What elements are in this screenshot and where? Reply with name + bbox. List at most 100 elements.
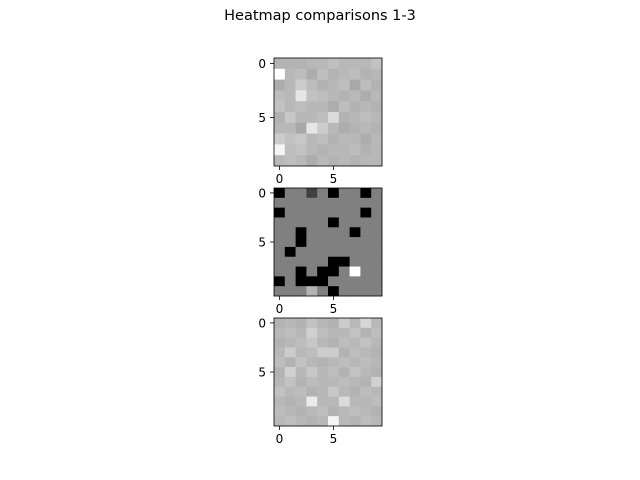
- heatmap-cell: [295, 286, 307, 297]
- heatmap-cell: [295, 155, 307, 167]
- heatmap-cell: [306, 207, 318, 218]
- heatmap-cell: [349, 386, 361, 397]
- heatmap-cell: [284, 217, 296, 228]
- heatmap-cell: [371, 112, 383, 124]
- heatmap-cell: [274, 276, 286, 287]
- heatmap-cell: [306, 337, 318, 348]
- heatmap-cell: [295, 256, 307, 267]
- heatmap-cell: [349, 327, 361, 338]
- heatmap-cell: [338, 101, 350, 113]
- heatmap-cell: [371, 90, 383, 102]
- heatmap-cell: [284, 376, 296, 388]
- heatmap-cell: [295, 188, 307, 199]
- y-tick-label: 0: [258, 57, 266, 71]
- heatmap-cell: [338, 197, 350, 208]
- heatmap-cell: [306, 276, 318, 287]
- heatmap-cell: [338, 327, 350, 338]
- heatmap-cell: [328, 144, 340, 156]
- heatmap-cell: [274, 197, 286, 208]
- heatmap-cell: [360, 101, 372, 113]
- heatmap-cell: [338, 396, 350, 407]
- heatmap-cell: [328, 227, 340, 238]
- heatmap-cell: [360, 376, 372, 388]
- heatmap-cell: [360, 58, 372, 70]
- heatmap-cell: [295, 318, 307, 329]
- y-tick-label: 5: [258, 111, 266, 125]
- heatmap-cell: [328, 318, 340, 329]
- y-tick-label: 5: [258, 236, 266, 250]
- heatmap-cell: [349, 286, 361, 297]
- heatmap-cell: [360, 347, 372, 358]
- heatmap-cell: [328, 327, 340, 338]
- heatmap-cell: [360, 256, 372, 267]
- heatmap-cell: [295, 144, 307, 156]
- heatmap-cell: [295, 276, 307, 287]
- heatmap-cell: [274, 357, 286, 368]
- heatmap-cell: [349, 237, 361, 248]
- heatmap-cell: [317, 227, 329, 238]
- heatmap-cell: [328, 347, 340, 358]
- heatmap-cell: [371, 144, 383, 156]
- heatmap-cell: [328, 197, 340, 208]
- heatmap-cell: [371, 396, 383, 407]
- heatmap-cell: [317, 367, 329, 378]
- heatmap-cell: [317, 217, 329, 228]
- heatmap-cell: [349, 347, 361, 358]
- heatmap-cell: [306, 367, 318, 378]
- heatmap-cell: [371, 79, 383, 91]
- heatmap-cell: [338, 155, 350, 167]
- heatmap-cell: [371, 376, 383, 388]
- heatmap-cell: [306, 347, 318, 358]
- heatmap-cell: [306, 406, 318, 417]
- heatmap-cell: [295, 406, 307, 417]
- heatmap-cell: [349, 276, 361, 287]
- heatmap-cell: [338, 133, 350, 145]
- heatmap-cell: [317, 256, 329, 267]
- heatmap-cell: [338, 337, 350, 348]
- heatmap-cell: [306, 327, 318, 338]
- heatmap-cell: [284, 197, 296, 208]
- heatmap-cell: [360, 237, 372, 248]
- heatmap-cell: [295, 246, 307, 258]
- heatmap-cell: [338, 386, 350, 397]
- heatmap-cell: [284, 337, 296, 348]
- heatmap-cell: [284, 386, 296, 397]
- heatmap-cell: [295, 237, 307, 248]
- heatmap-cell: [295, 112, 307, 124]
- x-tick-label: 5: [330, 432, 338, 446]
- heatmap-cell: [306, 58, 318, 70]
- heatmap-cell: [295, 217, 307, 228]
- heatmap-cell: [328, 237, 340, 248]
- heatmap-cell: [306, 101, 318, 113]
- heatmap-cell: [274, 347, 286, 358]
- heatmap-cell: [274, 217, 286, 228]
- heatmap-cell: [284, 122, 296, 134]
- heatmap-cell: [371, 122, 383, 134]
- heatmap-cell: [317, 58, 329, 70]
- heatmap-cell: [328, 266, 340, 277]
- heatmap-cell: [306, 237, 318, 248]
- heatmap-cell: [274, 68, 286, 80]
- heatmap-cell: [306, 357, 318, 368]
- heatmap-cell: [371, 227, 383, 238]
- heatmap-cell: [338, 68, 350, 80]
- heatmap-cell: [317, 406, 329, 417]
- heatmap-cell: [360, 68, 372, 80]
- heatmap-cell: [317, 155, 329, 167]
- heatmap-cell: [274, 396, 286, 407]
- heatmap-cell: [317, 101, 329, 113]
- heatmap-cell: [371, 133, 383, 145]
- heatmap-cell: [306, 79, 318, 91]
- heatmap-cell: [317, 79, 329, 91]
- axes-frame: [273, 57, 383, 167]
- heatmap-cell: [317, 246, 329, 258]
- heatmap-cell: [360, 396, 372, 407]
- heatmap-cell: [317, 68, 329, 80]
- heatmap-cell: [360, 406, 372, 417]
- heatmap-cell: [295, 327, 307, 338]
- x-tick-label: 0: [276, 432, 284, 446]
- heatmap-cell: [371, 327, 383, 338]
- heatmap-cell: [349, 416, 361, 427]
- heatmap-cell: [371, 367, 383, 378]
- heatmap-cell: [371, 406, 383, 417]
